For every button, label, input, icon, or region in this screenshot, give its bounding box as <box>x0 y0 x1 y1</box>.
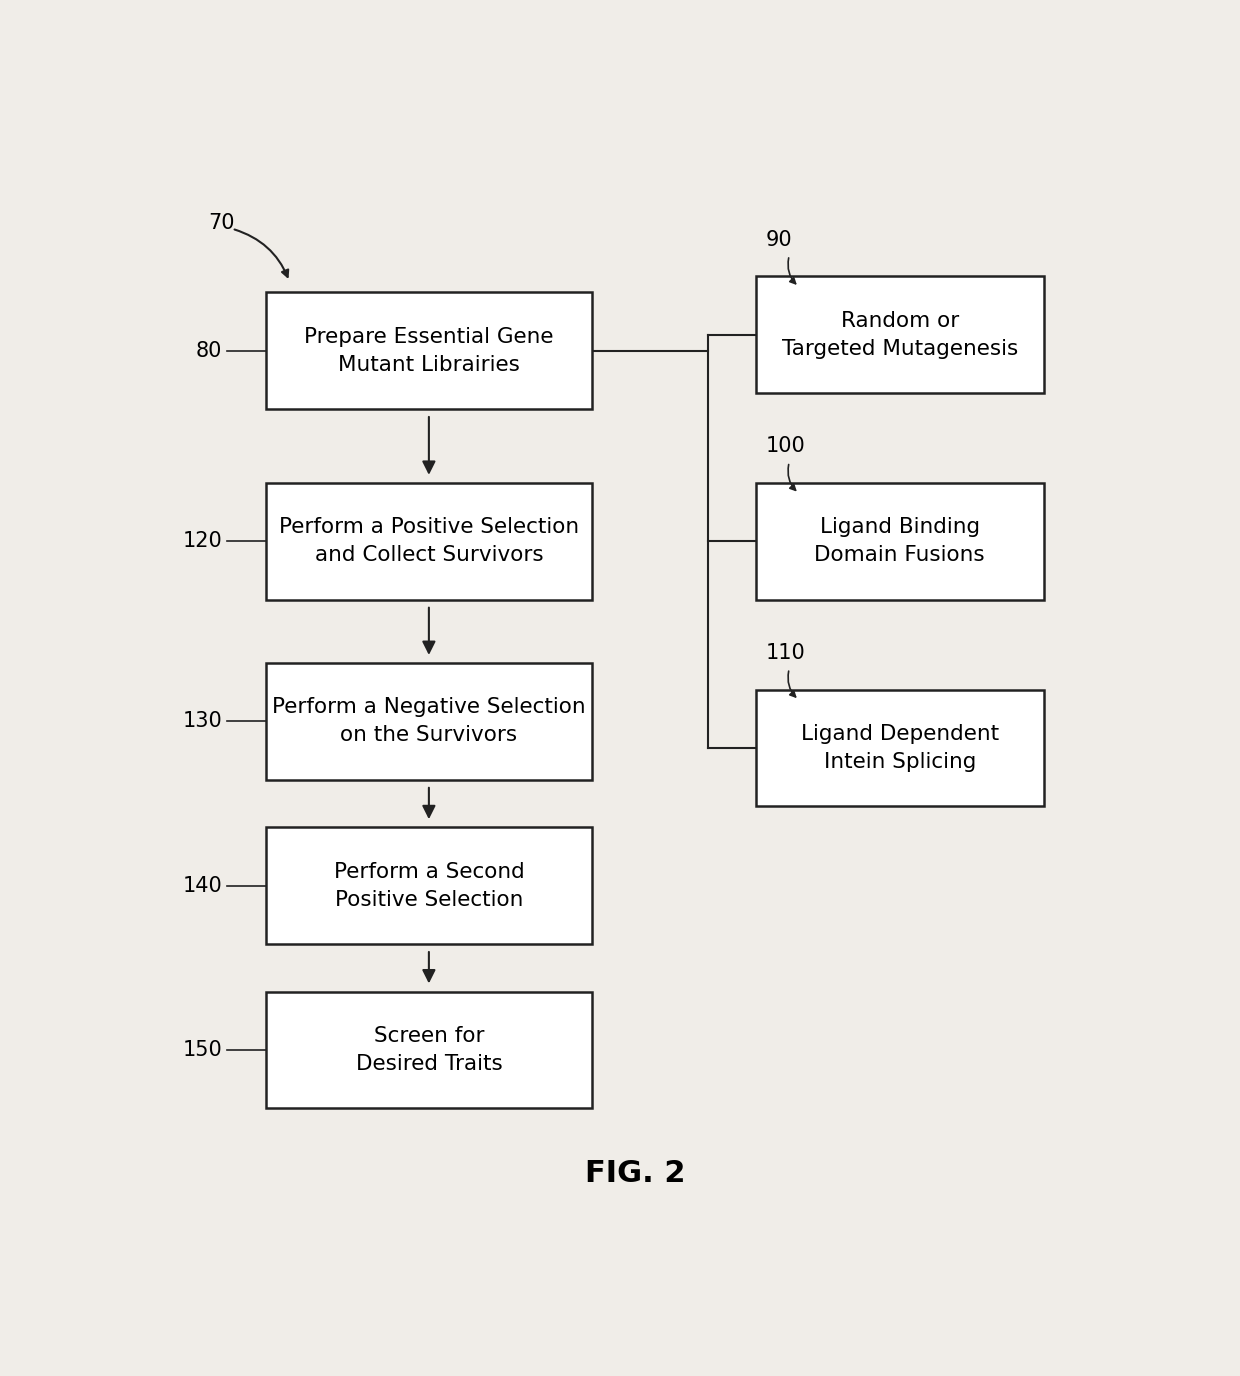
Text: Random or
Targeted Mutagenesis: Random or Targeted Mutagenesis <box>781 311 1018 359</box>
FancyBboxPatch shape <box>755 277 1044 394</box>
Text: 90: 90 <box>765 230 792 250</box>
Text: 120: 120 <box>182 531 222 552</box>
FancyArrowPatch shape <box>789 671 796 696</box>
Text: Prepare Essential Gene
Mutant Librairies: Prepare Essential Gene Mutant Librairies <box>304 326 553 374</box>
FancyBboxPatch shape <box>265 292 593 409</box>
Text: 100: 100 <box>765 436 805 457</box>
FancyBboxPatch shape <box>755 689 1044 806</box>
FancyBboxPatch shape <box>265 483 593 600</box>
Text: 140: 140 <box>182 875 222 896</box>
Text: Perform a Negative Selection
on the Survivors: Perform a Negative Selection on the Surv… <box>272 698 585 746</box>
Text: Perform a Positive Selection
and Collect Survivors: Perform a Positive Selection and Collect… <box>279 517 579 566</box>
Text: Ligand Binding
Domain Fusions: Ligand Binding Domain Fusions <box>815 517 985 566</box>
Text: Screen for
Desired Traits: Screen for Desired Traits <box>356 1026 502 1073</box>
FancyArrowPatch shape <box>789 465 796 490</box>
FancyBboxPatch shape <box>265 663 593 780</box>
FancyArrowPatch shape <box>789 257 796 283</box>
FancyBboxPatch shape <box>265 827 593 944</box>
Text: FIG. 2: FIG. 2 <box>585 1160 686 1189</box>
Text: 130: 130 <box>182 711 222 732</box>
FancyArrowPatch shape <box>234 230 288 277</box>
Text: Ligand Dependent
Intein Splicing: Ligand Dependent Intein Splicing <box>801 724 999 772</box>
Text: Perform a Second
Positive Selection: Perform a Second Positive Selection <box>334 861 525 910</box>
Text: 80: 80 <box>196 340 222 361</box>
Text: 70: 70 <box>208 213 234 233</box>
Text: 110: 110 <box>765 643 805 663</box>
FancyBboxPatch shape <box>265 992 593 1108</box>
Text: 150: 150 <box>182 1040 222 1060</box>
FancyBboxPatch shape <box>755 483 1044 600</box>
